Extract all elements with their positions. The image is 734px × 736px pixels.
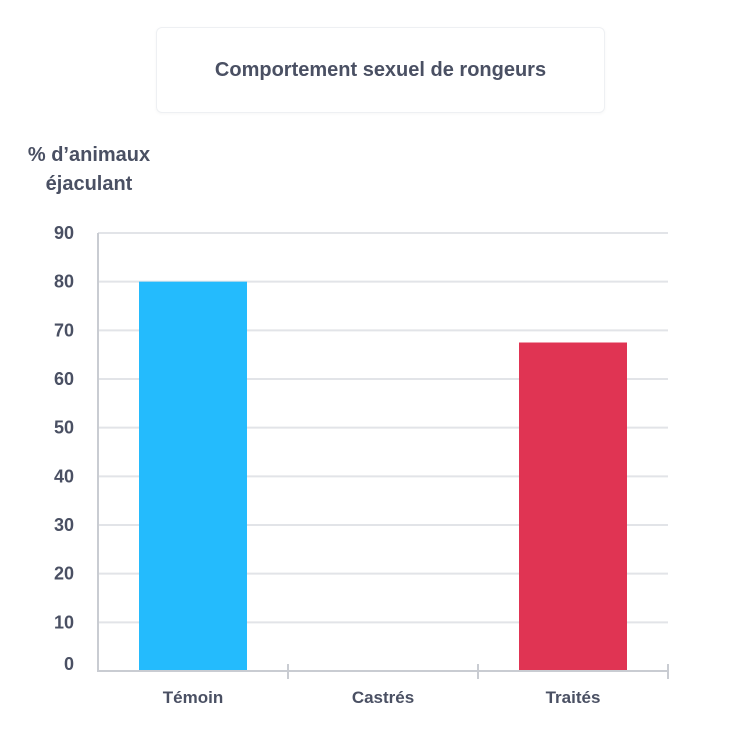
chart-title: Comportement sexuel de rongeurs [214, 58, 547, 81]
bar [139, 281, 247, 671]
y-tick-label: 70 [54, 320, 74, 340]
y-axis-label: % d’animaux éjaculant [0, 141, 178, 199]
y-axis-label-line-1: % d’animaux [27, 144, 151, 166]
axes [97, 233, 669, 679]
y-axis-label-line-2: éjaculant [45, 173, 133, 195]
y-tick-labels: 0 10 20 30 40 50 60 70 80 90 [54, 223, 74, 674]
y-tick-label: 90 [54, 223, 74, 243]
bar [519, 342, 627, 671]
chart-title-box: Comportement sexuel de rongeurs [156, 27, 605, 113]
x-tick-label: Traités [546, 688, 601, 707]
y-tick-label: 80 [54, 272, 74, 292]
bars [139, 281, 627, 671]
y-tick-label: 30 [54, 515, 74, 535]
y-tick-label: 20 [54, 564, 74, 584]
y-tick-label: 40 [54, 466, 74, 486]
x-tick-label: Castrés [352, 688, 414, 707]
x-tick-labels: Témoin Castrés Traités [163, 688, 601, 707]
y-tick-label: 50 [54, 418, 74, 438]
y-tick-label: 10 [54, 612, 74, 632]
y-tick-label: 0 [64, 654, 74, 674]
x-tick-label: Témoin [163, 688, 223, 707]
y-tick-label: 60 [54, 369, 74, 389]
